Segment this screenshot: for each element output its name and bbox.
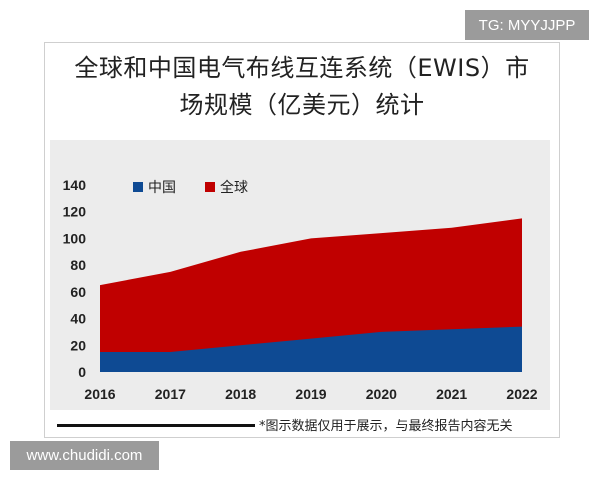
legend-label: 全球 xyxy=(220,179,248,196)
legend-swatch xyxy=(133,182,143,192)
chart-title: 全球和中国电气布线互连系统（EWIS）市 场规模（亿美元）统计 xyxy=(52,50,552,124)
x-tick-label: 2018 xyxy=(225,386,256,402)
chart-title-line-1: 全球和中国电气布线互连系统（EWIS）市 xyxy=(74,54,530,82)
y-tick-label: 100 xyxy=(63,230,87,246)
chart-title-line-2: 场规模（亿美元）统计 xyxy=(179,91,425,119)
y-tick-label: 60 xyxy=(70,284,86,300)
area-series-china xyxy=(100,326,522,372)
footnote-divider xyxy=(57,424,255,427)
x-tick-label: 2017 xyxy=(155,386,186,402)
y-tick-label: 40 xyxy=(70,311,86,327)
y-tick-label: 120 xyxy=(63,204,87,220)
footnote: *图示数据仅用于展示，与最终报告内容无关 xyxy=(259,419,513,434)
x-tick-label: 2022 xyxy=(506,386,537,402)
y-tick-label: 0 xyxy=(78,364,86,380)
x-tick-label: 2019 xyxy=(295,386,326,402)
legend-swatch xyxy=(205,182,215,192)
legend-label: 中国 xyxy=(148,180,176,196)
y-tick-label: 140 xyxy=(63,177,87,193)
x-tick-label: 2021 xyxy=(436,386,467,402)
watermark-badge-bottom: www.chudidi.com xyxy=(10,441,159,470)
x-tick-label: 2020 xyxy=(366,386,397,402)
x-tick-label: 2016 xyxy=(84,386,115,402)
y-tick-label: 20 xyxy=(70,337,86,353)
y-tick-label: 80 xyxy=(70,257,86,273)
watermark-badge-top: TG: MYYJJPP xyxy=(465,10,589,40)
